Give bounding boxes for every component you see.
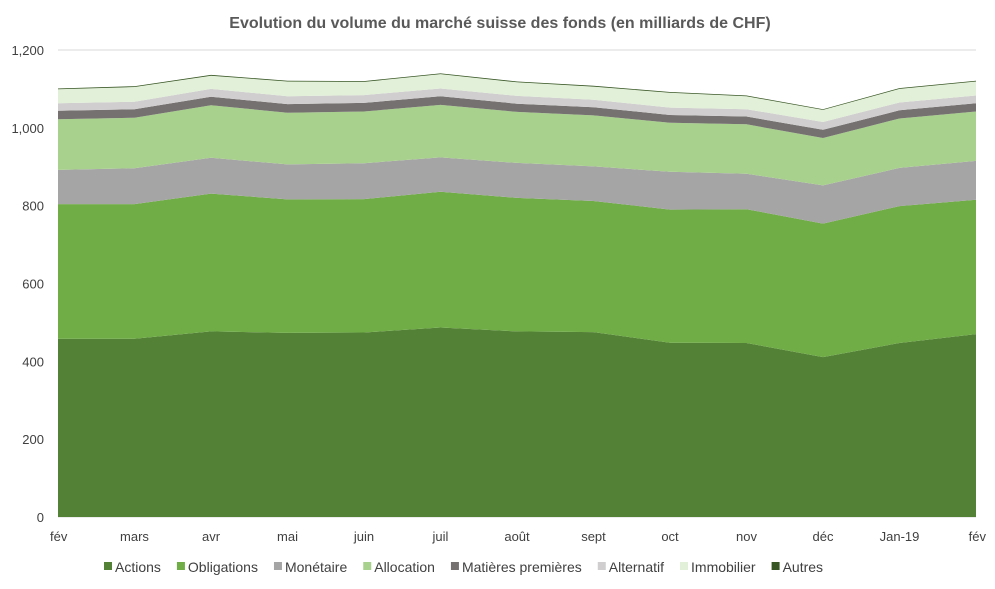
legend-label: Obligations <box>188 559 258 575</box>
area-series-1 <box>58 191 976 358</box>
y-tick-label: 800 <box>22 199 44 214</box>
y-tick-label: 200 <box>22 432 44 447</box>
legend-label: Autres <box>783 559 823 575</box>
legend-item: Autres <box>771 559 823 575</box>
legend-label: Monétaire <box>285 559 347 575</box>
x-tick-label: avr <box>202 529 221 544</box>
x-tick-label: mai <box>277 529 298 544</box>
legend-item: Alternatif <box>597 559 664 575</box>
area-series-6 <box>58 74 976 122</box>
area-series-2 <box>58 157 976 224</box>
legend-swatch <box>176 562 185 570</box>
y-tick-label: 0 <box>37 510 44 525</box>
stacked-areas <box>58 73 976 517</box>
area-series-5 <box>58 88 976 130</box>
legend-item: Allocation <box>363 559 435 575</box>
legend-swatch <box>680 562 689 570</box>
x-tick-label: oct <box>661 529 679 544</box>
y-tick-label: 400 <box>22 354 44 369</box>
y-axis: 0 200 400 600 800 1,000 1,200 <box>11 43 44 525</box>
legend-swatch <box>771 562 780 570</box>
legend-swatch <box>273 562 282 570</box>
legend-swatch <box>597 562 606 570</box>
y-tick-label: 1,000 <box>11 121 44 136</box>
x-tick-label: fév <box>969 529 987 544</box>
legend-swatch <box>363 562 372 570</box>
x-axis: fév mars avr mai juin juil août sept oct nov déc Ja… <box>50 529 986 544</box>
legend-label: Alternatif <box>609 559 664 575</box>
area-series-4 <box>58 96 976 138</box>
legend-label: Actions <box>115 559 161 575</box>
legend-label: Immobilier <box>691 559 756 575</box>
legend-swatch <box>104 562 112 570</box>
x-tick-label: fév <box>50 529 68 544</box>
x-tick-label: juil <box>432 529 449 544</box>
y-tick-label: 1,200 <box>11 43 44 58</box>
y-tick-label: 600 <box>22 277 44 292</box>
x-tick-label: Jan-19 <box>880 529 920 544</box>
chart-title: Evolution du volume du marché suisse des… <box>229 15 770 32</box>
area-series-3 <box>58 104 976 186</box>
legend: Actions Obligations Monétaire Allocation Mat… <box>104 559 823 575</box>
x-tick-label: déc <box>813 529 834 544</box>
legend-item: Actions <box>104 559 161 575</box>
legend-item: Immobilier <box>680 559 756 575</box>
legend-swatch <box>450 562 459 570</box>
x-tick-label: mars <box>120 529 149 544</box>
x-tick-label: sept <box>581 529 606 544</box>
legend-item: Monétaire <box>273 559 347 575</box>
area-series-0 <box>58 327 976 517</box>
x-tick-label: juin <box>353 529 374 544</box>
legend-item: Obligations <box>176 559 258 575</box>
legend-item: Matières premières <box>450 559 582 575</box>
legend-label: Allocation <box>374 559 435 575</box>
x-tick-label: août <box>504 529 530 544</box>
x-tick-label: nov <box>736 529 757 544</box>
legend-label: Matières premières <box>462 559 582 575</box>
